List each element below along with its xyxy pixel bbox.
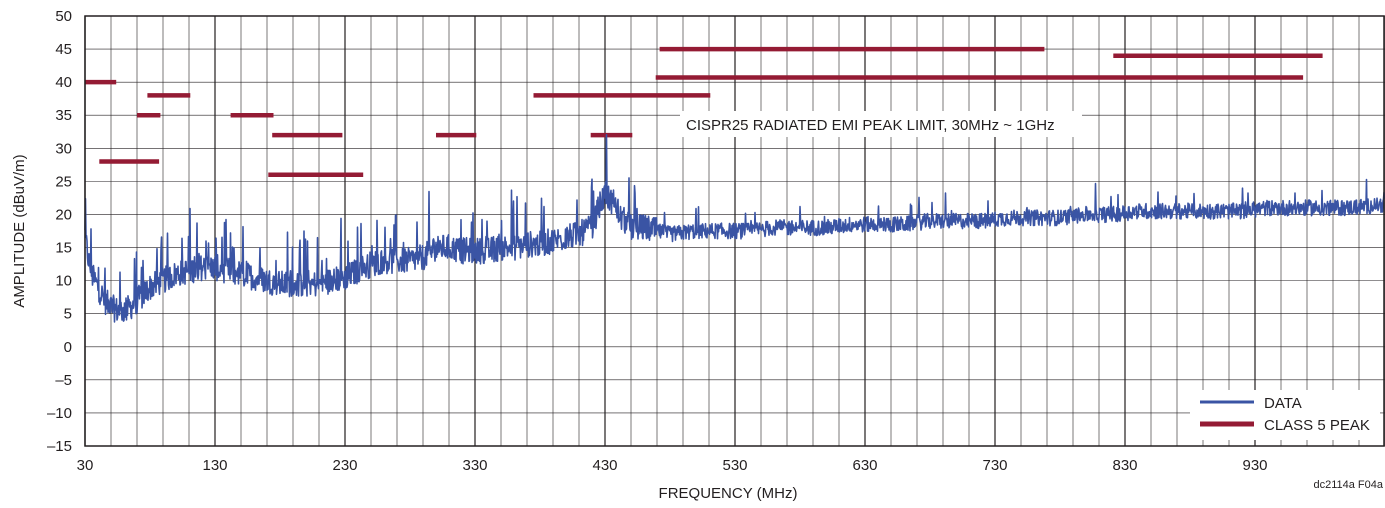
x-tick-label: 230 <box>332 457 357 474</box>
x-tick-labels: 30 130 230 330 430 530 630 730 830 930 <box>77 457 1268 474</box>
x-axis-title: FREQUENCY (MHz) <box>659 485 798 502</box>
class5-limit-lines <box>85 46 1323 178</box>
x-tick-label: 30 <box>77 457 94 474</box>
data-line <box>84 134 1385 323</box>
legend: DATA CLASS 5 PEAK <box>1190 390 1380 440</box>
y-tick-label: 0 <box>64 339 72 356</box>
x-tick-label: 830 <box>1112 457 1137 474</box>
x-tick-label: 130 <box>202 457 227 474</box>
legend-label-data: DATA <box>1264 395 1302 412</box>
y-tick-label: 40 <box>55 74 72 91</box>
y-tick-label: 50 <box>55 8 72 25</box>
y-tick-label: –15 <box>47 438 72 455</box>
y-tick-label: 5 <box>64 306 72 323</box>
y-tick-label: 10 <box>55 273 72 290</box>
x-tick-label: 530 <box>722 457 747 474</box>
y-axis-title: AMPLITUDE (dBuV/m) <box>11 154 28 307</box>
y-tick-label: 35 <box>55 107 72 124</box>
y-tick-label: 25 <box>55 173 72 190</box>
figure-code: dc2114a F04a <box>1313 479 1383 491</box>
cispr-annotation: CISPR25 RADIATED EMI PEAK LIMIT, 30MHz ~… <box>686 117 1055 134</box>
y-tick-label: –10 <box>47 405 72 422</box>
y-tick-label: –5 <box>55 372 72 389</box>
x-tick-label: 330 <box>462 457 487 474</box>
legend-background <box>1190 390 1380 440</box>
x-tick-label: 930 <box>1242 457 1267 474</box>
x-tick-label: 630 <box>852 457 877 474</box>
y-tick-label: 45 <box>55 41 72 58</box>
legend-label-class5-peak: CLASS 5 PEAK <box>1264 417 1370 434</box>
x-tick-label: 730 <box>982 457 1007 474</box>
data-series <box>84 134 1385 323</box>
y-tick-label: 15 <box>55 240 72 257</box>
y-tick-label: 30 <box>55 140 72 157</box>
annotation-background <box>680 111 1082 137</box>
y-tick-label: 20 <box>55 206 72 223</box>
x-tick-label: 430 <box>592 457 617 474</box>
plot-frame <box>84 15 1385 447</box>
y-tick-labels: –15 –10 –5 0 5 10 15 20 25 30 35 40 45 50 <box>47 8 72 455</box>
